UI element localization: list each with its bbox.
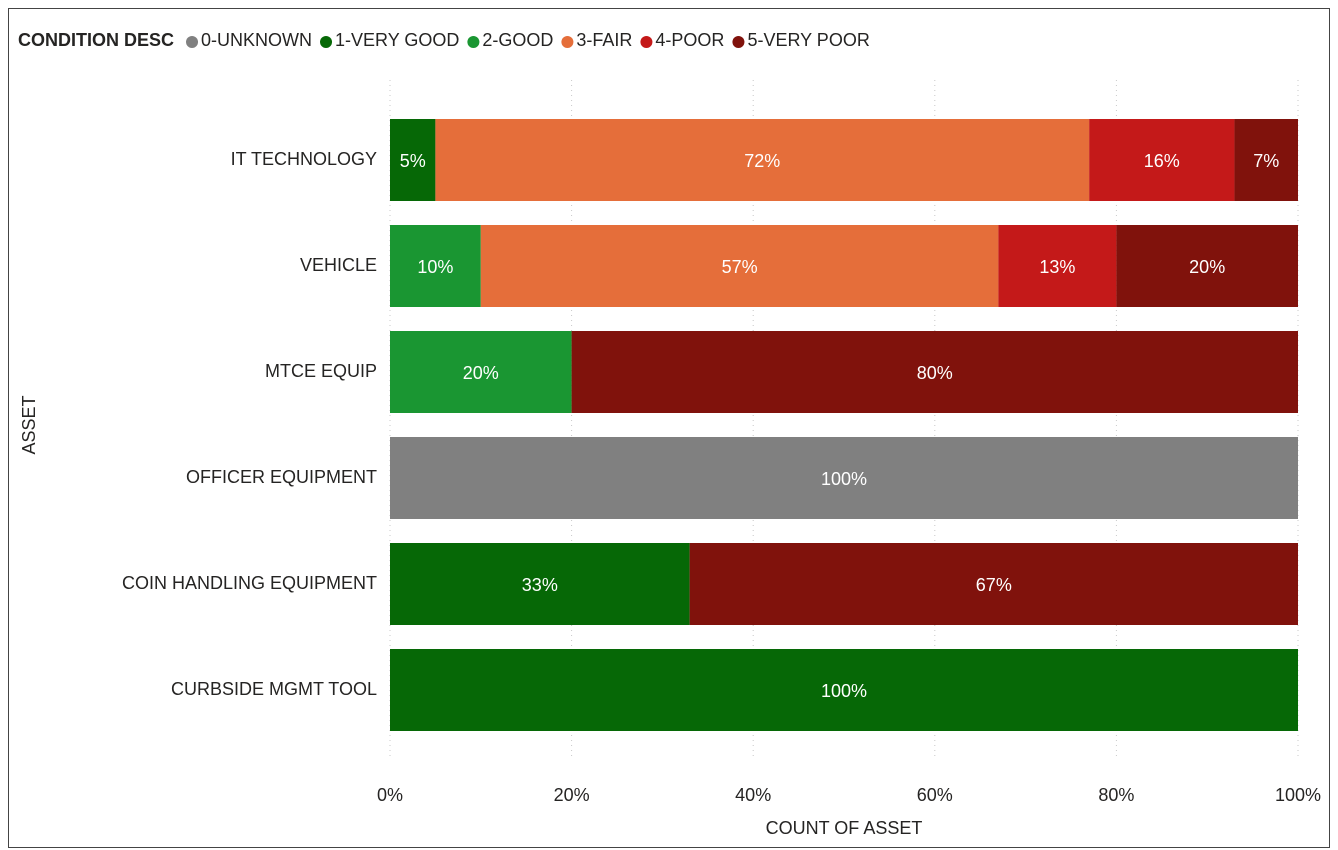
y-tick-label: IT TECHNOLOGY xyxy=(231,149,377,169)
data-label: 80% xyxy=(917,363,953,383)
legend-marker xyxy=(732,36,745,48)
y-axis-title: ASSET xyxy=(19,395,39,454)
legend-label: 1-VERY GOOD xyxy=(335,30,459,50)
data-label: 13% xyxy=(1039,257,1075,277)
legend-label: 2-GOOD xyxy=(482,30,553,50)
y-tick-label: MTCE EQUIP xyxy=(265,361,377,381)
y-tick-label: OFFICER EQUIPMENT xyxy=(186,467,377,487)
data-label: 20% xyxy=(463,363,499,383)
x-tick-label: 80% xyxy=(1098,785,1134,805)
x-tick-label: 20% xyxy=(554,785,590,805)
x-tick-label: 0% xyxy=(377,785,403,805)
legend-label: 4-POOR xyxy=(655,30,724,50)
data-label: 20% xyxy=(1189,257,1225,277)
frame xyxy=(8,8,1330,848)
bar-segment xyxy=(1089,119,1235,201)
data-label: 7% xyxy=(1253,151,1279,171)
bar-segment xyxy=(390,225,481,307)
bar-segment xyxy=(390,437,1298,519)
bar-segment xyxy=(390,331,572,413)
legend-label: 5-VERY POOR xyxy=(747,30,869,50)
data-label: 100% xyxy=(821,469,867,489)
x-axis-title: COUNT OF ASSET xyxy=(766,818,923,838)
legend-marker xyxy=(561,36,574,48)
legend-marker xyxy=(640,36,653,48)
bar-segment xyxy=(1234,119,1298,201)
legend-label: 0-UNKNOWN xyxy=(201,30,312,50)
bar-segment xyxy=(390,119,436,201)
bar-segment xyxy=(390,543,690,625)
data-label: 33% xyxy=(522,575,558,595)
x-tick-label: 60% xyxy=(917,785,953,805)
y-tick-label: COIN HANDLING EQUIPMENT xyxy=(122,573,377,593)
data-label: 67% xyxy=(976,575,1012,595)
y-tick-label: VEHICLE xyxy=(300,255,377,275)
bar-segment xyxy=(689,543,1298,625)
bar-segment xyxy=(480,225,999,307)
data-label: 72% xyxy=(744,151,780,171)
legend-marker xyxy=(320,36,333,48)
bar-segment xyxy=(998,225,1117,307)
bar-segment xyxy=(435,119,1090,201)
data-label: 16% xyxy=(1144,151,1180,171)
data-label: 5% xyxy=(400,151,426,171)
legend-title: CONDITION DESC xyxy=(18,30,174,50)
legend-marker xyxy=(186,36,199,48)
bar-segment xyxy=(571,331,1298,413)
x-tick-label: 40% xyxy=(735,785,771,805)
x-tick-label: 100% xyxy=(1275,785,1321,805)
data-label: 57% xyxy=(722,257,758,277)
data-label: 100% xyxy=(821,681,867,701)
legend-label: 3-FAIR xyxy=(576,30,632,50)
y-tick-label: CURBSIDE MGMT TOOL xyxy=(171,679,377,699)
bar-segment xyxy=(390,649,1298,731)
data-label: 10% xyxy=(417,257,453,277)
legend-marker xyxy=(467,36,480,48)
bar-segment xyxy=(1116,225,1298,307)
